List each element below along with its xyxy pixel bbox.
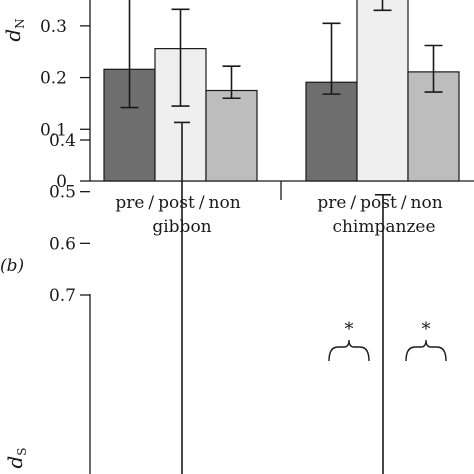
error-bar-gibbon-post — [171, 8, 190, 107]
significance-bracket-2 — [405, 339, 447, 362]
panel-b-y-tick-label: 0.5 — [49, 183, 76, 203]
gibbon-separator-1: / — [148, 193, 154, 213]
panel-b-error-bar — [174, 121, 190, 474]
panel-b-y-ticks: 0.4 0.5 0.6 0.7 — [49, 131, 90, 306]
chimpanzee-label-non: non — [411, 193, 443, 213]
error-bar-gibbon-pre — [120, 0, 139, 109]
panel-a-y-tick-label: 0 — [56, 172, 67, 192]
svg-text:dS: dS — [3, 447, 29, 468]
panel-a-y-tick-label: 0.2 — [40, 69, 67, 89]
error-bar-chimpanzee-pre — [322, 22, 341, 95]
panel-b-y-tick-label: 0.4 — [49, 131, 76, 151]
significance-mark-2: * — [422, 319, 431, 340]
significance-mark-1: * — [345, 319, 354, 340]
chimpanzee-separator-1: / — [350, 193, 356, 213]
bar-gibbon-non — [205, 89, 258, 182]
bar-chimpanzee-post — [356, 0, 409, 182]
panel-a-bars — [103, 0, 460, 182]
panel-b-y-title-main: d — [3, 456, 27, 469]
error-bar-chimpanzee-non — [424, 44, 443, 93]
panel-a: dN 00.10.20.3 pre / post / non gibbon pre / po… — [1, 0, 474, 237]
panel-a-y-title-sub: N — [13, 18, 27, 29]
panel-a-y-tick-label: 0.3 — [40, 17, 67, 37]
panel-b-y-tick-label: 0.7 — [49, 286, 76, 306]
panel-a-error-bars — [120, 0, 443, 109]
panel-b-y-tick-label: 0.6 — [49, 234, 76, 254]
gibbon-label-post: post — [158, 193, 195, 213]
panel-b-y-title-sub: S — [15, 447, 29, 455]
panel-b-y-title: dS — [3, 447, 29, 468]
gibbon-label-pre: pre — [115, 193, 144, 213]
panel-a-y-tick-label: 0.1 — [40, 120, 67, 140]
bar-gibbon-post — [154, 48, 207, 182]
chimpanzee-label-pre: pre — [317, 193, 346, 213]
error-bar-gibbon-non — [222, 65, 241, 100]
panel-a-y-ticks: 0 0.1 0.2 0.3 — [40, 17, 90, 192]
svg-text:dN: dN — [1, 18, 27, 41]
panel-b-label: (b) — [0, 256, 24, 276]
gibbon-bar-labels: pre / post / non — [115, 193, 240, 213]
panel-a-y-title-main: d — [1, 29, 25, 42]
panel-b: (b) dS 0.4 0.5 0.6 0.7 * * — [0, 121, 447, 474]
chimpanzee-bar-labels: pre / post / non — [317, 193, 442, 213]
gibbon-separator-2: / — [199, 193, 205, 213]
chimpanzee-label-post: post — [360, 193, 397, 213]
panel-b-error-bar — [375, 193, 391, 474]
bar-chimpanzee-pre — [305, 81, 358, 182]
group-name-chimpanzee: chimpanzee — [332, 217, 435, 237]
chimpanzee-separator-2: / — [401, 193, 407, 213]
panel-b-error-bars — [174, 121, 391, 474]
significance-bracket-1 — [328, 339, 370, 362]
panel-a-y-title: dN — [1, 18, 27, 41]
error-bar-chimpanzee-post — [373, 0, 392, 12]
gibbon-label-non: non — [209, 193, 241, 213]
